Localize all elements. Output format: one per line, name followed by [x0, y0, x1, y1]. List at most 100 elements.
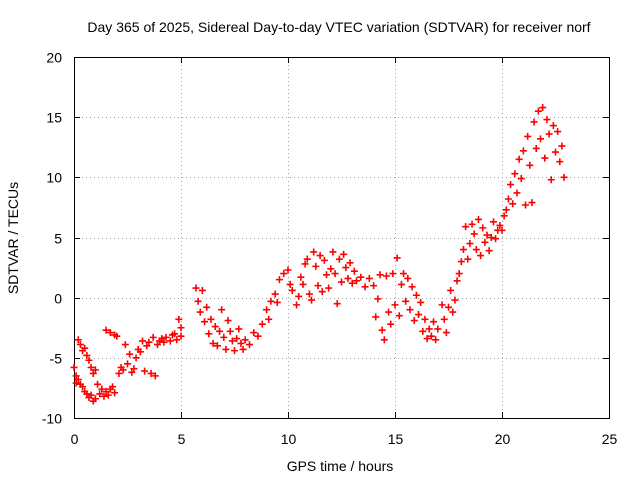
data-point [372, 313, 380, 321]
data-point [297, 273, 305, 281]
data-point [374, 295, 382, 303]
data-point [100, 392, 108, 400]
data-point [333, 300, 341, 308]
data-point [267, 297, 275, 305]
data-point [74, 375, 82, 383]
data-point [106, 329, 114, 337]
data-point [87, 391, 95, 399]
data-point [445, 303, 452, 311]
data-point [72, 379, 80, 387]
data-point [318, 288, 326, 296]
data-point [504, 195, 512, 203]
data-point [537, 135, 545, 143]
data-point [81, 344, 89, 352]
data-point [502, 206, 510, 214]
data-point [342, 264, 350, 272]
x-tick-label: 0 [71, 431, 79, 447]
data-point [205, 330, 213, 338]
data-point [245, 341, 253, 349]
data-point [76, 341, 84, 349]
data-point [395, 312, 403, 320]
data-point [455, 270, 463, 278]
data-point [194, 297, 202, 305]
data-point [408, 283, 416, 291]
data-point [98, 385, 106, 393]
data-point [231, 347, 238, 355]
data-point [72, 372, 80, 380]
data-point [361, 283, 369, 291]
data-point [340, 250, 348, 258]
data-point [102, 326, 110, 334]
data-point [453, 277, 461, 285]
data-point [209, 339, 217, 347]
data-point [87, 363, 95, 371]
data-point [263, 306, 271, 314]
y-tick-label: -5 [50, 351, 63, 367]
x-tick-label: 20 [495, 431, 511, 447]
data-point [419, 327, 427, 335]
data-point [532, 144, 540, 152]
data-point [552, 148, 559, 156]
data-point [385, 308, 393, 316]
data-point [457, 258, 465, 266]
data-point [526, 161, 534, 169]
data-point [239, 345, 247, 353]
data-point [280, 270, 288, 278]
data-point [153, 341, 161, 349]
data-point [440, 315, 448, 323]
data-point [346, 259, 354, 267]
data-point [198, 286, 206, 294]
data-point [109, 383, 117, 391]
data-point [425, 325, 433, 333]
data-point [352, 277, 360, 285]
data-point [83, 390, 91, 398]
data-point [149, 333, 157, 341]
data-point [472, 246, 480, 254]
x-axis-label: GPS time / hours [287, 458, 394, 474]
data-point [507, 181, 515, 189]
data-point [541, 154, 549, 162]
data-point [96, 390, 104, 398]
data-point [89, 369, 97, 377]
data-point [94, 380, 102, 388]
data-point [560, 173, 568, 181]
data-point [350, 267, 358, 275]
axis-ticks: 0 5 10 15 20 25 -10 -5 0 5 10 15 20 [42, 50, 618, 448]
data-point [335, 255, 343, 263]
data-point [558, 142, 566, 150]
data-point [327, 265, 335, 273]
data-point [288, 286, 296, 294]
data-point [85, 356, 93, 364]
data-point [402, 297, 410, 305]
data-point [438, 301, 446, 309]
data-point [314, 282, 322, 290]
data-point [171, 330, 179, 338]
data-point [539, 104, 547, 112]
data-point [449, 308, 457, 316]
data-point [216, 327, 224, 335]
data-point [387, 320, 395, 328]
data-point [303, 255, 311, 263]
data-point [442, 329, 450, 337]
data-point [511, 170, 519, 178]
data-point [196, 308, 204, 316]
data-point [128, 368, 136, 376]
x-tick-label: 15 [388, 431, 404, 447]
data-point [305, 290, 313, 298]
data-point [151, 372, 159, 380]
data-point [312, 262, 320, 270]
data-point [83, 351, 91, 359]
data-point [211, 323, 219, 331]
data-points [70, 104, 568, 405]
data-point [406, 306, 414, 314]
data-point [481, 238, 489, 246]
data-point [316, 252, 324, 260]
data-point [513, 189, 521, 197]
data-point [464, 255, 472, 263]
data-point [524, 132, 532, 140]
data-point [500, 212, 508, 220]
data-point [113, 332, 121, 340]
data-point [258, 320, 266, 328]
data-point [250, 329, 258, 337]
